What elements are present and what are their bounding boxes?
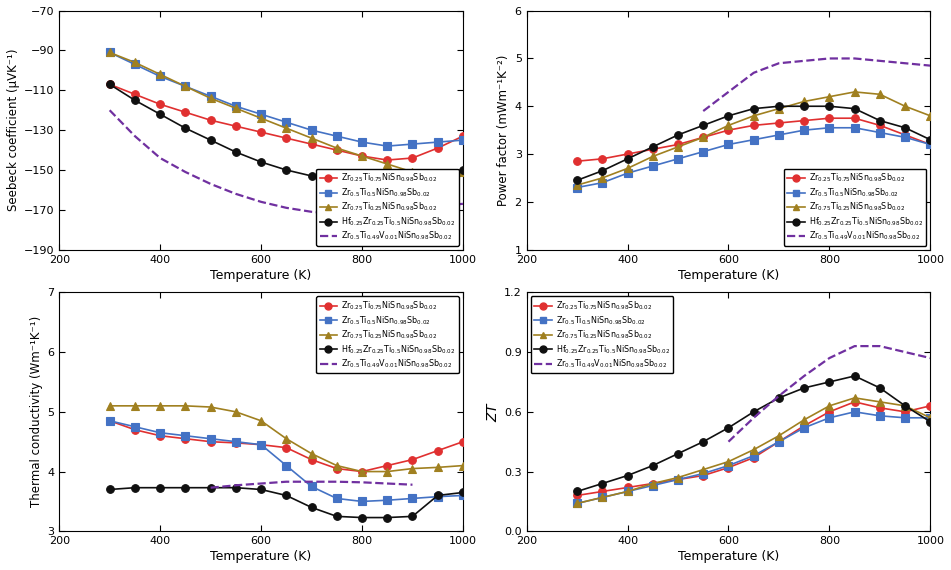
- Y-axis label: Thermal conductivity (Wm⁻¹K⁻¹): Thermal conductivity (Wm⁻¹K⁻¹): [30, 316, 43, 507]
- X-axis label: Temperature (K): Temperature (K): [210, 268, 312, 282]
- Legend: Zr$_{0.25}$Ti$_{0.75}$NiSn$_{0.98}$Sb$_{0.02}$, Zr$_{0.5}$Ti$_{0.5}$NiSn$_{0.98}: Zr$_{0.25}$Ti$_{0.75}$NiSn$_{0.98}$Sb$_{…: [784, 169, 926, 246]
- X-axis label: Temperature (K): Temperature (K): [678, 268, 779, 282]
- X-axis label: Temperature (K): Temperature (K): [210, 550, 312, 563]
- Y-axis label: Power factor (mWm⁻¹K⁻²): Power factor (mWm⁻¹K⁻²): [497, 55, 511, 206]
- Legend: Zr$_{0.25}$Ti$_{0.75}$NiSn$_{0.98}$Sb$_{0.02}$, Zr$_{0.5}$Ti$_{0.5}$NiSn$_{0.98}: Zr$_{0.25}$Ti$_{0.75}$NiSn$_{0.98}$Sb$_{…: [531, 296, 673, 373]
- X-axis label: Temperature (K): Temperature (K): [678, 550, 779, 563]
- Legend: Zr$_{0.25}$Ti$_{0.75}$NiSn$_{0.98}$Sb$_{0.02}$, Zr$_{0.5}$Ti$_{0.5}$NiSn$_{0.98}: Zr$_{0.25}$Ti$_{0.75}$NiSn$_{0.98}$Sb$_{…: [317, 169, 459, 246]
- Legend: Zr$_{0.25}$Ti$_{0.75}$NiSn$_{0.98}$Sb$_{0.02}$, Zr$_{0.5}$Ti$_{0.5}$NiSn$_{0.98}: Zr$_{0.25}$Ti$_{0.75}$NiSn$_{0.98}$Sb$_{…: [317, 296, 459, 373]
- Y-axis label: Seebeck coefficient (μVK⁻¹): Seebeck coefficient (μVK⁻¹): [7, 49, 20, 211]
- Y-axis label: $ZT$: $ZT$: [486, 401, 500, 422]
